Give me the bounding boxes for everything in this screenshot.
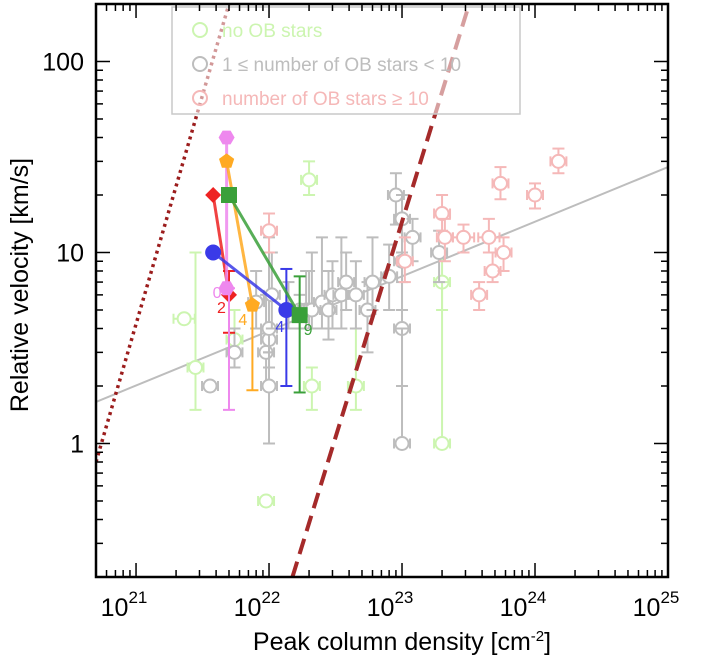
series-0-point: [302, 366, 321, 411]
dashed-line: [290, 4, 472, 577]
legend-marker: [192, 90, 208, 106]
track-marker: [205, 187, 222, 203]
legend-marker: [192, 22, 208, 38]
x-axis-label: Peak column density [cm-2]: [253, 628, 551, 656]
track-blue: 4: [205, 244, 295, 387]
series-0-point: [172, 311, 196, 327]
legend-marker: [192, 56, 208, 72]
series-2-point: [494, 236, 513, 273]
data-point-marker: [434, 435, 450, 451]
legend: no OB stars 1 ≤ number of OB stars < 10 nu…: [171, 6, 521, 115]
track-marker: [278, 301, 295, 318]
data-point-marker: [188, 359, 204, 375]
series-2-point: [433, 194, 452, 232]
data-point-marker: [431, 244, 447, 260]
fit-line: [96, 166, 668, 403]
data-point-marker: [365, 274, 381, 290]
legend-label: number of OB stars ≥ 10: [222, 89, 429, 110]
y-tick-label: 100: [42, 48, 84, 76]
legend-label: 1 ≤ number of OB stars < 10: [222, 55, 461, 76]
data-point-marker: [527, 187, 543, 203]
data-point-marker: [550, 153, 566, 169]
series-0-point: [433, 281, 452, 451]
track-green: 9: [220, 187, 313, 394]
axis-ticks: [95, 3, 669, 578]
data-point-marker: [481, 229, 497, 245]
data-point-marker: [394, 435, 410, 451]
data-point-marker: [261, 223, 277, 239]
x-tick-label: 1024: [500, 588, 547, 622]
track-label: 9: [304, 322, 313, 339]
track-label: 4: [275, 319, 284, 336]
legend-box: [171, 6, 521, 115]
x-tick-label: 1023: [367, 588, 414, 622]
data-point-marker: [176, 311, 192, 327]
series-2-point: [491, 166, 510, 201]
data-point-marker: [456, 229, 472, 245]
data-point-marker: [485, 263, 501, 279]
series-2-point: [260, 212, 279, 254]
series-1-point: [337, 251, 356, 311]
series-2-point: [526, 182, 544, 210]
track-line: [212, 251, 288, 312]
data-point-marker: [492, 175, 508, 191]
tick-labels: 1021 1022 1023 1024 1025 1 10 100: [42, 48, 679, 622]
data-point-marker: [496, 244, 512, 260]
data-point-marker: [202, 378, 218, 394]
track-marker: [205, 244, 222, 261]
track-marker: [219, 153, 235, 168]
data-point-marker: [338, 274, 354, 290]
x-tick-label: 1022: [234, 588, 281, 622]
track-marker: [218, 281, 235, 296]
track-marker: [218, 130, 235, 145]
legend-label: no OB stars: [222, 21, 322, 42]
data-point-marker: [258, 493, 274, 509]
legend-entry: no OB stars: [192, 21, 322, 42]
series-1-point: [201, 378, 219, 394]
series-1-point: [363, 236, 382, 311]
simulation-tracks-layer: 204 4 9: [205, 130, 313, 411]
data-point-marker: [301, 172, 317, 188]
y-axis-label: Relative velocity [km/s]: [6, 158, 34, 412]
series-2-point: [451, 223, 476, 254]
series-2-point: [477, 217, 501, 254]
data-point-marker: [471, 287, 487, 303]
series-1-point: [260, 351, 279, 445]
data-point-marker: [261, 378, 277, 394]
theory-lines-layer: [96, 4, 472, 577]
series-0-point: [257, 493, 276, 509]
fit-line-layer: [96, 166, 668, 403]
series-2-point: [395, 236, 414, 284]
series-2-point: [549, 147, 568, 175]
series-1-point: [346, 260, 365, 330]
data-point-marker: [437, 229, 453, 245]
track-line: [227, 194, 301, 316]
data-point-marker: [304, 378, 320, 394]
data-point-marker: [434, 206, 450, 222]
track-marker: [244, 297, 260, 312]
track-label: 4: [238, 312, 247, 329]
series-0-point: [186, 251, 205, 411]
series-1-point: [393, 327, 411, 451]
x-tick-label: 1025: [633, 588, 680, 622]
y-tick-label: 1: [70, 430, 84, 458]
series-0-point: [300, 160, 319, 196]
data-point-marker: [348, 287, 364, 303]
track-marker: [220, 187, 237, 203]
track-marker: [291, 307, 308, 324]
data-point-marker: [397, 253, 413, 269]
y-tick-label: 10: [56, 239, 84, 267]
series-1-point: [262, 251, 281, 330]
legend-entry: number of OB stars ≥ 10: [192, 89, 429, 110]
track-label: 2: [217, 300, 226, 317]
series-2-point: [470, 281, 489, 311]
legend-entry: 1 ≤ number of OB stars < 10: [192, 55, 461, 76]
x-tick-label: 1021: [101, 588, 148, 622]
track-label: 0: [213, 285, 222, 302]
dotted-line: [96, 4, 231, 463]
